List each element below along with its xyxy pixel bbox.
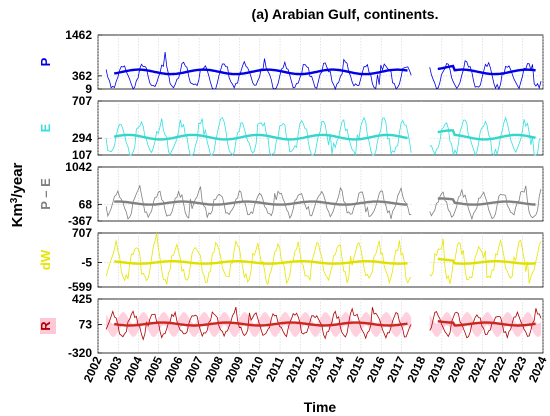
x-tick-label: 2005 [141, 354, 165, 384]
panel-3: 1042 68 -367 P – E [38, 160, 544, 228]
x-tick-label: 2010 [243, 354, 267, 384]
data-gap [412, 168, 429, 220]
series-monthly [105, 232, 412, 286]
y-axis-label: Km3/year [9, 162, 26, 227]
chart-title: (a) Arabian Gulf, continents. [252, 6, 439, 22]
y-tick-label: -367 [68, 214, 92, 228]
panel-2: 707 294 107 E [38, 94, 544, 162]
panel-5: 425 73 -320 R [38, 292, 544, 360]
series-smoothed [114, 321, 408, 327]
panel-label: E [38, 123, 53, 132]
y-tick-label: 73 [79, 318, 93, 332]
series-smoothed [437, 197, 536, 206]
x-tick-label: 2007 [182, 354, 206, 384]
y-tick-label: 9 [85, 82, 92, 96]
x-tick-label: 2014 [323, 354, 347, 384]
y-tick-label: 707 [72, 226, 92, 240]
series-smoothed [437, 129, 536, 141]
y-tick-label: 68 [79, 197, 93, 211]
series-smoothed [437, 320, 536, 327]
x-tick-label: 2017 [384, 354, 408, 384]
panel-4: 707 -5 -599 dW [38, 226, 544, 294]
panel-label-highlight [40, 318, 56, 334]
x-tick-label: 2013 [303, 354, 327, 384]
y-tick-label: 107 [72, 148, 92, 162]
series-smoothed [437, 257, 536, 265]
series-smoothed [114, 68, 408, 76]
y-tick-label: 362 [72, 69, 92, 83]
x-tick-label: 2019 [425, 354, 449, 384]
y-tick-label: -599 [68, 280, 92, 294]
x-tick-label: 2012 [283, 354, 307, 384]
series-monthly [105, 52, 412, 91]
x-tick-label: 2022 [485, 354, 509, 384]
x-tick-label: 2006 [162, 354, 186, 384]
series-smoothed [114, 200, 408, 206]
data-gap [412, 300, 429, 352]
y-tick-label: -320 [68, 346, 92, 360]
data-gap [412, 36, 429, 88]
x-axis-label: Time [304, 399, 337, 415]
y-tick-label: 707 [72, 94, 92, 108]
x-tick-labels: 2002200320042005200620072008200920102011… [81, 354, 550, 384]
data-gap [412, 102, 429, 154]
x-tick-label: 2021 [465, 354, 489, 384]
x-tick-label: 2004 [121, 354, 145, 384]
series-smoothed [113, 133, 408, 141]
x-tick-label: 2018 [404, 354, 428, 384]
x-tick-label: 2023 [506, 354, 530, 384]
panel-label: P [38, 57, 53, 66]
y-tick-label: -5 [81, 255, 92, 269]
x-tick-label: 2020 [445, 354, 469, 384]
x-tick-label: 2008 [202, 354, 226, 384]
x-tick-label: 2009 [222, 354, 246, 384]
series-monthly [105, 184, 412, 220]
series-monthly [105, 116, 412, 157]
y-tick-label: 425 [72, 292, 92, 306]
series-monthly [429, 60, 542, 91]
panel-label: P – E [38, 178, 53, 210]
x-tick-label: 2024 [526, 354, 550, 384]
x-tick-label: 2016 [364, 354, 388, 384]
panel-label: dW [38, 249, 53, 270]
series-monthly [429, 185, 542, 221]
series-smoothed [114, 260, 408, 265]
x-tick-label: 2015 [344, 354, 368, 384]
y-tick-label: 294 [72, 131, 92, 145]
panel-label: R [38, 321, 53, 331]
x-tick-label: 2003 [101, 354, 125, 384]
series-monthly [429, 116, 542, 157]
data-gap [412, 234, 429, 286]
y-tick-label: 1462 [65, 28, 92, 42]
uncertainty-band [429, 312, 541, 337]
y-tick-label: 1042 [65, 160, 92, 174]
series-monthly [429, 238, 542, 284]
series-smoothed [437, 64, 536, 76]
